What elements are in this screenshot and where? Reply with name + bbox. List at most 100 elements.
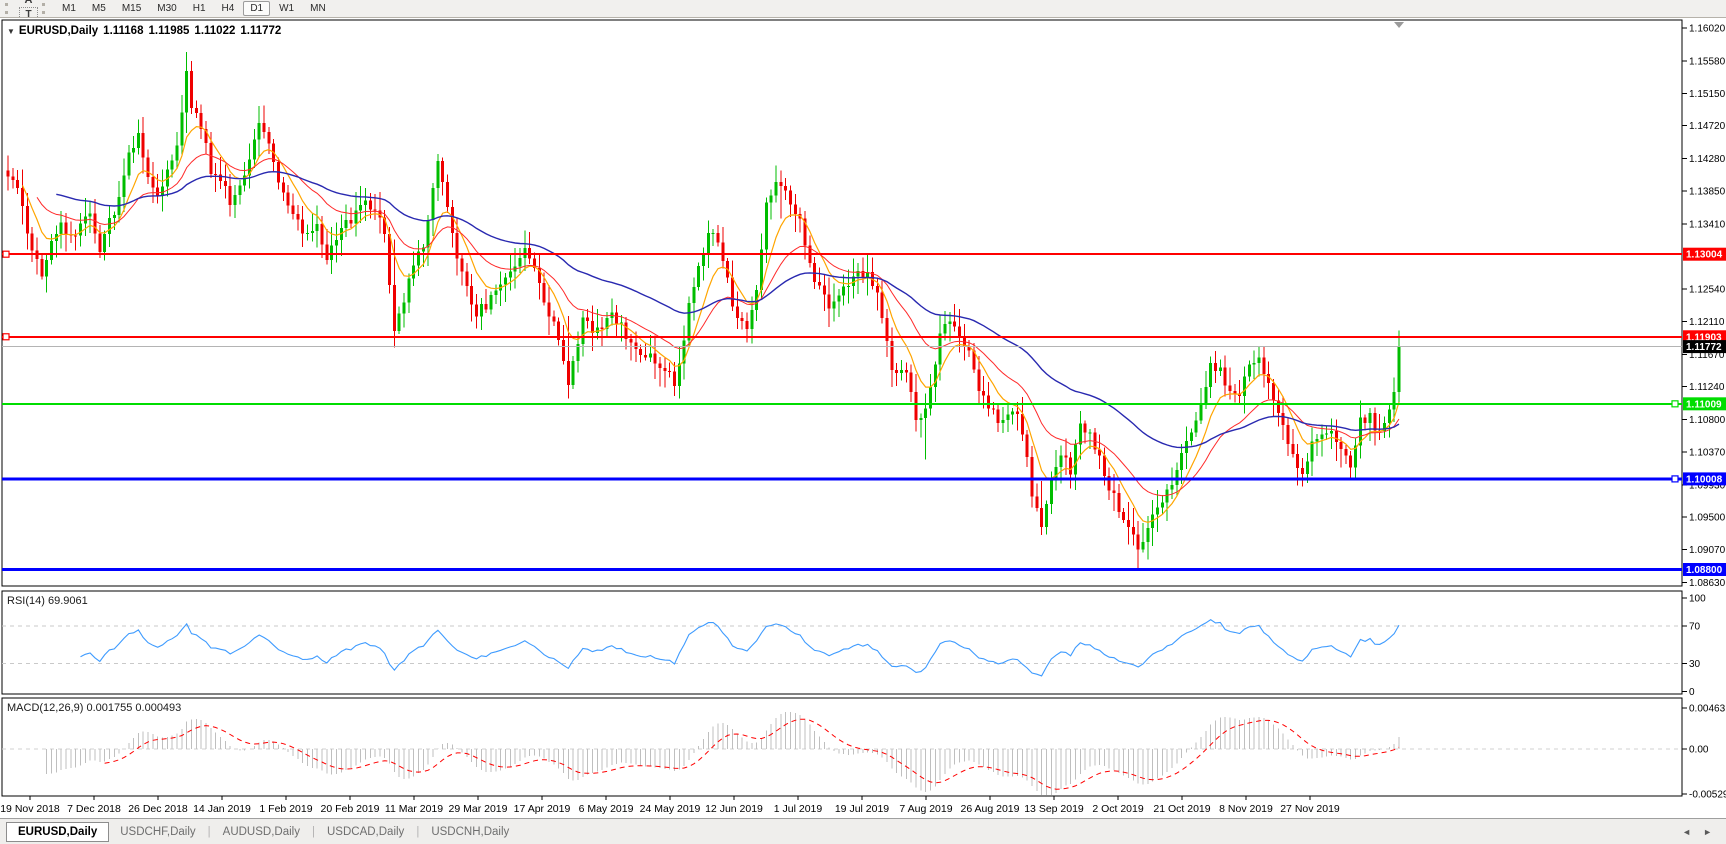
date-axis-label: 21 Oct 2019: [1153, 803, 1210, 815]
candle-body: [895, 370, 899, 373]
chart-shift-marker-icon[interactable]: [1394, 22, 1405, 28]
macd-pane[interactable]: [1, 697, 1683, 797]
toolbar-grip[interactable]: [5, 3, 13, 14]
candle-body: [1006, 414, 1010, 421]
candle-body: [180, 112, 184, 146]
candle-body: [1358, 417, 1362, 446]
candle-body: [682, 340, 686, 364]
price-level-badge: [1683, 330, 1726, 344]
chart-tab-audusd[interactable]: AUDUSD,Daily: [222, 826, 300, 838]
candle-body: [402, 302, 406, 314]
timeframe-button-m5[interactable]: M5: [91, 3, 106, 14]
timeframe-button-m1[interactable]: M1: [62, 3, 76, 14]
candle-body: [320, 223, 324, 245]
candle-body: [301, 219, 305, 234]
candle-body: [1286, 425, 1290, 445]
candle-body: [127, 152, 131, 176]
price-axis-label: 1.09930: [1689, 480, 1726, 491]
candle-body: [1083, 423, 1087, 433]
candle-body: [1204, 386, 1208, 403]
candle-body: [933, 364, 937, 388]
candle-body: [383, 217, 387, 234]
rsi-axis-label: 30: [1689, 659, 1701, 670]
candle-body: [745, 321, 749, 329]
line-anchor-marker[interactable]: [1671, 400, 1679, 408]
ohlc-high: 1.11985: [148, 25, 190, 37]
candle-body: [441, 161, 445, 182]
candle-body: [161, 186, 165, 196]
timeframe-button-h1[interactable]: H1: [192, 3, 206, 14]
candle-body: [1368, 412, 1372, 424]
candle-body: [687, 302, 691, 341]
tab-scroll-left-icon[interactable]: ◄: [1682, 827, 1692, 837]
candle-body: [223, 181, 227, 186]
candle-body: [407, 278, 411, 303]
text-label-tool-icon[interactable]: A: [24, 0, 33, 6]
candle-body: [706, 233, 710, 254]
candle-body: [595, 327, 599, 334]
candle-body: [156, 187, 160, 196]
timeframe-button-m15[interactable]: M15: [121, 3, 142, 14]
candle-body: [475, 304, 479, 317]
tab-separator: |: [207, 826, 211, 838]
candle-body: [1088, 432, 1092, 434]
candle-body: [64, 222, 68, 234]
candle-body: [1325, 433, 1329, 435]
ohlc-close: 1.11772: [240, 25, 282, 37]
candle-body: [561, 339, 565, 362]
line-anchor-marker[interactable]: [2, 250, 10, 258]
timeframe-button-w1[interactable]: W1: [279, 3, 295, 14]
price-level-badge-text: 1.13004: [1686, 250, 1723, 261]
timeframe-button-m30[interactable]: M30: [157, 3, 177, 14]
candle-body: [566, 361, 570, 385]
date-axis-label: 12 Jun 2019: [705, 803, 763, 815]
candle-body: [1262, 357, 1266, 374]
candle-body: [880, 292, 884, 318]
price-axis-label: 1.12110: [1689, 317, 1725, 328]
timeframe-button-mn[interactable]: MN: [310, 3, 326, 14]
timeframe-button-d1[interactable]: D1: [243, 1, 271, 16]
tab-scroll-right-icon[interactable]: ►: [1703, 827, 1712, 837]
timeframe-button-h4[interactable]: H4: [221, 3, 235, 14]
main-pane[interactable]: [1, 19, 1683, 587]
candle-body: [170, 160, 174, 170]
candle-body: [1378, 430, 1382, 432]
chart-tab-bar: EURUSD,Daily USDCHF,Daily | AUDUSD,Daily | US…: [0, 818, 1726, 844]
chart-tab-usdchf[interactable]: USDCHF,Daily: [120, 826, 196, 838]
candle-body: [1223, 367, 1227, 386]
candle-body: [663, 367, 667, 372]
candle-body: [769, 195, 773, 203]
candle-body: [1170, 484, 1174, 490]
candle-body: [1373, 412, 1377, 431]
date-axis-label: 7 Aug 2019: [899, 803, 952, 815]
candle-body: [436, 161, 440, 188]
candle-body: [1291, 444, 1295, 455]
chart-tab-eurusd[interactable]: EURUSD,Daily: [6, 822, 110, 842]
chart-tab-usdcad[interactable]: USDCAD,Daily: [326, 826, 405, 838]
chart-canvas[interactable]: 1.16020 1.15580 1.15150 1.14720 1.14280 1.138…: [0, 18, 1726, 818]
candle-body: [248, 159, 251, 176]
rsi-pane[interactable]: [1, 590, 1683, 695]
candle-body: [238, 185, 242, 196]
candle-body: [132, 148, 136, 153]
candle-body: [1320, 434, 1324, 440]
chart-tab-usdcnh[interactable]: USDCNH,Daily: [431, 826, 510, 838]
symbol-dropdown-icon[interactable]: ▼: [7, 27, 15, 36]
candle-body: [943, 324, 947, 334]
macd-axis-label: 0.00: [1689, 745, 1709, 756]
candle-body: [310, 231, 314, 233]
price-axis-label: 1.13850: [1689, 186, 1726, 197]
candle-body: [368, 200, 372, 210]
candle-body: [774, 181, 778, 196]
candle-body: [98, 233, 102, 253]
date-axis-label: 2 Oct 2019: [1092, 803, 1144, 815]
chart-layers: 1.16020 1.15580 1.15150 1.14720 1.14280 1.138…: [0, 19, 1726, 815]
candle-body: [1194, 420, 1198, 433]
line-anchor-marker[interactable]: [1671, 475, 1679, 483]
candle-body: [1107, 475, 1111, 491]
line-anchor-marker[interactable]: [2, 333, 10, 341]
toolbar-grip[interactable]: [42, 3, 50, 14]
candle-body: [1334, 431, 1338, 443]
